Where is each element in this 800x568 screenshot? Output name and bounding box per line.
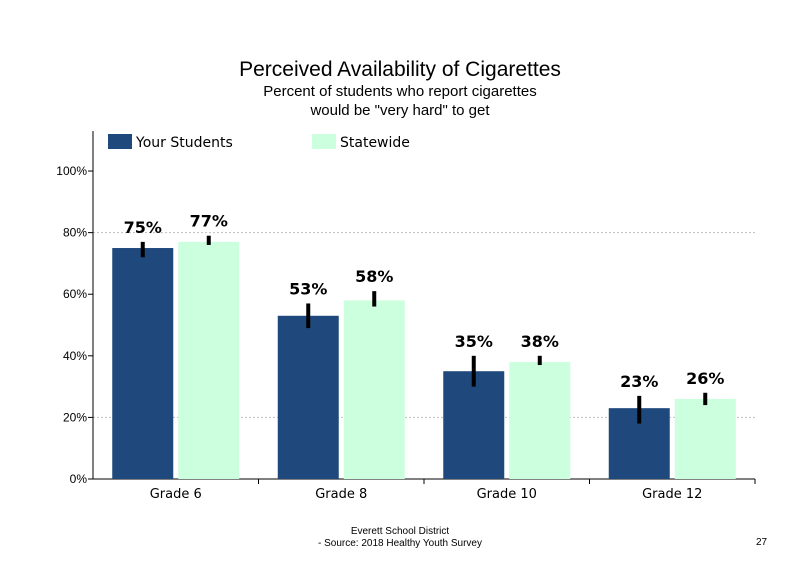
y-tick-label: 60% [63, 287, 87, 301]
bar-your-students-2 [443, 371, 505, 479]
y-tick-label: 20% [63, 410, 87, 424]
bar-statewide-0 [178, 241, 240, 479]
data-label: 77% [190, 212, 228, 231]
x-tick-label: Grade 8 [315, 487, 367, 502]
x-tick-label: Grade 10 [477, 487, 537, 502]
chart-subtitle-line-2: would be "very hard" to get [310, 102, 490, 119]
data-label: 58% [355, 267, 393, 286]
data-label: 75% [124, 218, 162, 237]
bar-statewide-1 [343, 300, 405, 479]
y-tick-label: 100% [56, 164, 87, 178]
bars [112, 235, 736, 479]
bar-statewide-2 [509, 361, 571, 479]
data-labels: 75% 77% 53% 58% 35% 38% 23% 26% [124, 212, 725, 391]
x-tick-label: Grade 12 [642, 487, 702, 502]
chart-subtitle-line-1: Percent of students who report cigarette… [263, 83, 537, 100]
data-label: 23% [620, 372, 658, 391]
data-label: 53% [289, 279, 327, 298]
legend-swatch-your-students [108, 134, 132, 149]
x-tick-label: Grade 6 [150, 487, 202, 502]
legend-label: Statewide [340, 135, 410, 151]
bar-statewide-3 [674, 398, 736, 479]
data-label: 26% [686, 369, 724, 388]
chart-title: Perceived Availability of Cigarettes [239, 58, 561, 81]
legend-swatch-statewide [312, 134, 336, 149]
legend: Your Students Statewide [108, 134, 410, 151]
footer-district: Everett School District [350, 526, 450, 537]
bar-your-students-0 [112, 248, 174, 479]
footer-source: - Source: 2018 Healthy Youth Survey [318, 538, 482, 549]
data-label: 35% [455, 332, 493, 351]
y-tick-label: 80% [63, 226, 87, 240]
axes: 0% 20% 40% 60% 80% 100% Grade 6 Grade 8 Grade 10… [56, 131, 756, 502]
page-number: 27 [756, 537, 768, 548]
bar-your-students-1 [277, 315, 339, 479]
y-tick-label: 0% [70, 472, 88, 486]
y-tick-label: 40% [63, 349, 87, 363]
data-label: 38% [521, 332, 559, 351]
legend-label: Your Students [135, 135, 233, 151]
